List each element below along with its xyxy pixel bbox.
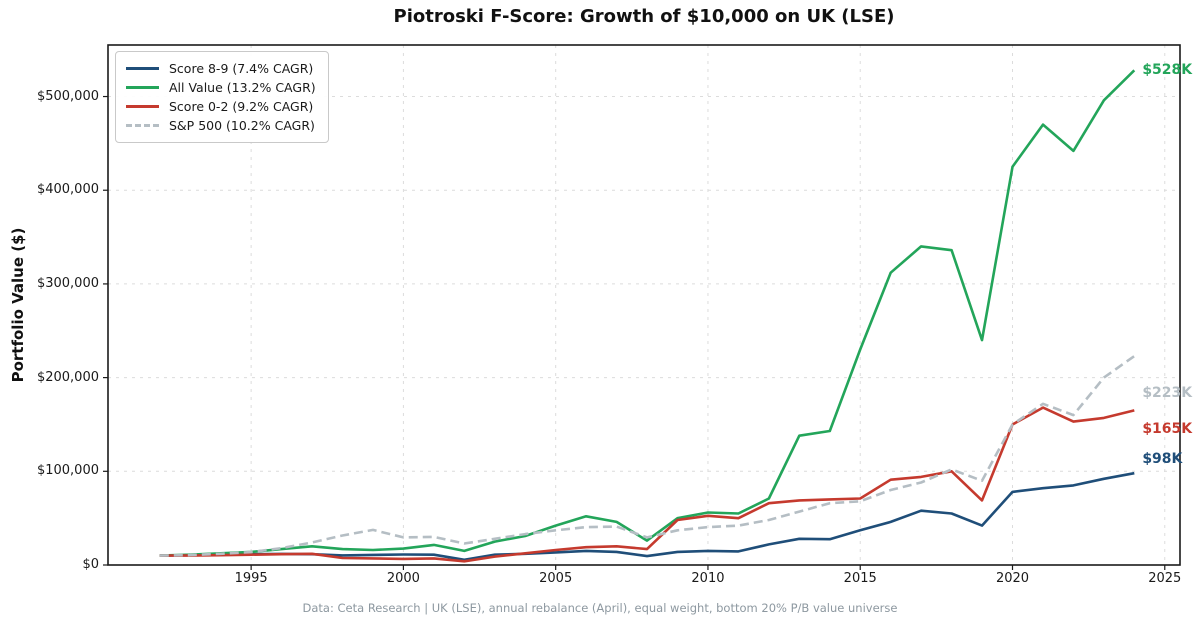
y-tick-label: $100,000 xyxy=(36,463,99,479)
legend-label: Score 8-9 (7.4% CAGR) xyxy=(169,61,314,76)
legend-label: All Value (13.2% CAGR) xyxy=(169,80,316,95)
legend-line-swatch xyxy=(126,67,159,70)
x-tick-label: 2025 xyxy=(1148,571,1182,586)
legend-line-swatch xyxy=(126,86,159,89)
legend-label: S&P 500 (10.2% CAGR) xyxy=(169,118,315,133)
legend: Score 8-9 (7.4% CAGR) All Value (13.2% CA… xyxy=(115,51,329,143)
footer-note: Data: Ceta Research | UK (LSE), annual r… xyxy=(302,601,898,615)
y-tick-label: $200,000 xyxy=(36,369,99,385)
chart-title: Piotroski F-Score: Growth of $10,000 on … xyxy=(393,6,895,27)
legend-line-swatch xyxy=(126,124,159,127)
y-tick-label: $400,000 xyxy=(36,182,99,198)
plot-area: Score 8-9 (7.4% CAGR) All Value (13.2% CA… xyxy=(103,44,1192,570)
y-tick-label: $300,000 xyxy=(36,275,99,291)
series-end-label: $98K xyxy=(1142,451,1183,468)
y-tick-label: $500,000 xyxy=(36,88,99,104)
x-tick-label: 2015 xyxy=(843,571,877,586)
plot-canvas xyxy=(103,44,1181,570)
legend-line-swatch xyxy=(126,105,159,108)
x-tick-label: 2020 xyxy=(995,571,1030,586)
y-tick-label: $0 xyxy=(82,557,99,572)
legend-item: S&P 500 (10.2% CAGR) xyxy=(126,116,316,135)
x-tick-label: 2010 xyxy=(691,571,725,586)
x-tick-label: 2005 xyxy=(539,571,573,586)
y-axis-label: Portfolio Value ($) xyxy=(9,227,27,383)
legend-item: Score 8-9 (7.4% CAGR) xyxy=(126,59,316,78)
legend-item: Score 0-2 (9.2% CAGR) xyxy=(126,97,316,116)
x-tick-label: 1995 xyxy=(234,571,268,586)
series-end-label: $528K xyxy=(1142,62,1193,79)
legend-label: Score 0-2 (9.2% CAGR) xyxy=(169,99,314,114)
x-tick-label: 2000 xyxy=(386,571,420,586)
legend-item: All Value (13.2% CAGR) xyxy=(126,78,316,97)
series-end-label: $223K xyxy=(1142,385,1193,402)
series-end-label: $165K xyxy=(1142,421,1193,438)
